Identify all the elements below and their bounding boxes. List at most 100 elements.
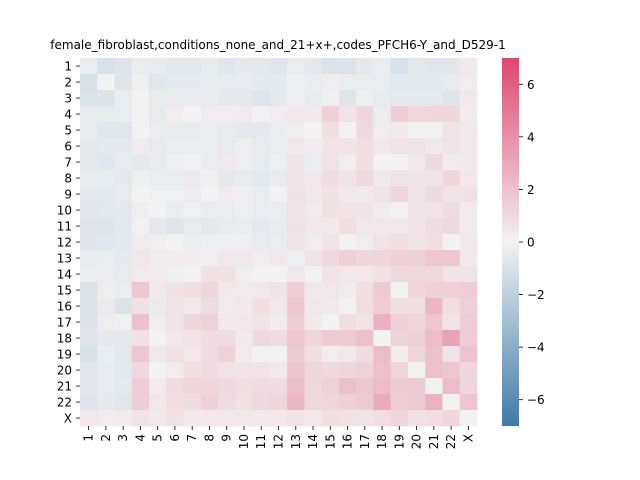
heatmap-cell <box>114 362 133 379</box>
heatmap-cell <box>321 266 340 283</box>
heatmap-cell <box>373 282 392 299</box>
heatmap-cell <box>80 122 98 139</box>
heatmap-cell <box>373 170 392 187</box>
heatmap-cell <box>442 58 461 75</box>
heatmap-cell <box>287 314 305 331</box>
heatmap-cell <box>407 282 426 299</box>
heatmap-cell <box>166 106 184 123</box>
heatmap-cell <box>252 394 271 411</box>
y-tick-label: 8 <box>64 172 72 186</box>
heatmap-cell <box>425 202 443 219</box>
heatmap-cell <box>425 410 443 427</box>
heatmap-cell <box>338 266 357 283</box>
heatmap-cell <box>425 186 443 203</box>
heatmap-cell <box>166 122 184 139</box>
heatmap-cell <box>166 250 184 267</box>
colorbar-tick-label: 2 <box>527 183 535 197</box>
heatmap-cell <box>218 250 236 267</box>
heatmap-cell <box>97 58 115 75</box>
heatmap-cell <box>218 314 236 331</box>
y-tick-label: 5 <box>64 124 72 138</box>
x-tick-label: 7 <box>185 434 199 442</box>
heatmap-cell <box>183 250 202 267</box>
heatmap-cell <box>442 314 461 331</box>
heatmap-cell <box>200 170 219 187</box>
heatmap-cell <box>321 58 340 75</box>
heatmap-cell <box>131 122 150 139</box>
heatmap-cell <box>200 234 219 251</box>
heatmap-cell <box>356 330 374 347</box>
heatmap-cell <box>218 170 236 187</box>
heatmap-cell <box>425 378 443 395</box>
heatmap-cell <box>183 154 202 171</box>
heatmap-cell <box>287 90 305 107</box>
x-tick-label: 15 <box>323 434 337 449</box>
heatmap-cell <box>425 218 443 235</box>
heatmap-cell <box>459 234 478 251</box>
heatmap-cell <box>304 90 323 107</box>
heatmap-cell <box>442 282 461 299</box>
heatmap-cell <box>304 186 323 203</box>
heatmap-cell <box>149 186 167 203</box>
heatmap-cell <box>338 330 357 347</box>
heatmap-cell <box>390 218 409 235</box>
heatmap-cell <box>235 218 254 235</box>
heatmap-cell <box>97 282 115 299</box>
heatmap-cell <box>114 122 133 139</box>
heatmap-cell <box>373 218 392 235</box>
heatmap-cell <box>235 362 254 379</box>
heatmap-cell <box>287 122 305 139</box>
heatmap-cell <box>373 138 392 155</box>
heatmap-cell <box>390 186 409 203</box>
heatmap-cell <box>218 234 236 251</box>
heatmap-cell <box>304 154 323 171</box>
heatmap-cell <box>390 202 409 219</box>
heatmap-cell <box>356 410 374 427</box>
heatmap-cell <box>269 138 288 155</box>
heatmap-cell <box>149 90 167 107</box>
heatmap-cell <box>131 266 150 283</box>
heatmap-cell <box>356 234 374 251</box>
heatmap-cell <box>390 74 409 91</box>
heatmap-cell <box>218 362 236 379</box>
heatmap-cell <box>390 330 409 347</box>
heatmap-cell <box>235 122 254 139</box>
heatmap-cell <box>321 346 340 363</box>
heatmap-cell <box>166 138 184 155</box>
x-tick-label: 11 <box>254 434 268 449</box>
heatmap-cell <box>304 282 323 299</box>
heatmap-cell <box>321 410 340 427</box>
heatmap-cell <box>80 202 98 219</box>
heatmap-cell <box>390 394 409 411</box>
heatmap-cell <box>407 186 426 203</box>
heatmap-cell <box>459 250 478 267</box>
heatmap-cell <box>459 218 478 235</box>
heatmap-cell <box>287 234 305 251</box>
heatmap-cell <box>287 266 305 283</box>
heatmap-cell <box>321 186 340 203</box>
y-tick-label: 20 <box>57 364 72 378</box>
heatmap-cell <box>287 346 305 363</box>
heatmap-cell <box>80 362 98 379</box>
heatmap-cell <box>200 314 219 331</box>
heatmap-cell <box>407 106 426 123</box>
heatmap-cell <box>373 250 392 267</box>
heatmap-cell <box>390 154 409 171</box>
heatmap-cell <box>183 170 202 187</box>
heatmap-cell <box>425 346 443 363</box>
heatmap-cell <box>200 122 219 139</box>
heatmap-cell <box>97 186 115 203</box>
y-tick-label: 9 <box>64 188 72 202</box>
heatmap-cell <box>200 266 219 283</box>
heatmap-cell <box>321 298 340 315</box>
heatmap-cell <box>235 58 254 75</box>
heatmap-cell <box>80 186 98 203</box>
heatmap-cell <box>166 170 184 187</box>
heatmap-cell <box>407 218 426 235</box>
heatmap-cell <box>80 154 98 171</box>
heatmap-cell <box>149 138 167 155</box>
heatmap-cell <box>356 122 374 139</box>
heatmap-cell <box>407 170 426 187</box>
heatmap-cell <box>131 234 150 251</box>
